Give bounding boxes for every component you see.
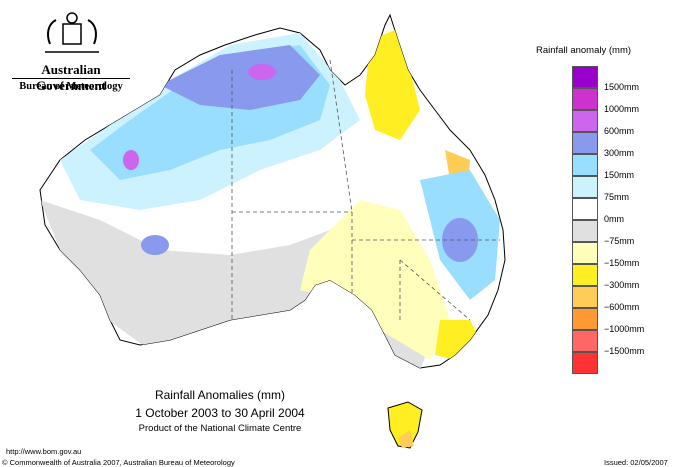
legend-swatch bbox=[572, 308, 598, 330]
legend-swatch bbox=[572, 198, 598, 220]
legend-item: 150mm bbox=[572, 154, 634, 180]
footer-copyright: © Commonwealth of Australia 2007, Austra… bbox=[2, 458, 235, 467]
legend-item: 600mm bbox=[572, 110, 634, 136]
legend-item: 1500mm bbox=[572, 66, 639, 92]
legend-label: 1000mm bbox=[604, 104, 640, 114]
region-above-300-west bbox=[141, 235, 169, 255]
legend-label: 0mm bbox=[604, 214, 624, 224]
map-title: Rainfall Anomalies (mm) bbox=[154, 388, 286, 402]
legend-item: −300mm bbox=[572, 264, 639, 290]
legend-item: 300mm bbox=[572, 132, 634, 158]
logo-divider bbox=[12, 78, 130, 79]
org-subtitle: Bureau of Meteorology bbox=[19, 81, 123, 92]
legend-label: −600mm bbox=[604, 302, 640, 312]
region-above-300-north bbox=[160, 45, 320, 110]
legend-label: 1500mm bbox=[604, 82, 640, 92]
legend-item: 75mm bbox=[572, 176, 629, 202]
legend-label: −1000mm bbox=[604, 324, 645, 334]
footer-url[interactable]: http://www.bom.gov.au bbox=[6, 447, 82, 456]
legend-label: 300mm bbox=[604, 148, 635, 158]
coat-of-arms-icon bbox=[45, 12, 99, 53]
legend-item: 1000mm bbox=[572, 88, 639, 114]
legend-label: −75mm bbox=[604, 236, 635, 246]
legend-label: 75mm bbox=[604, 192, 630, 202]
tasmania bbox=[387, 401, 423, 449]
region-above-600-b bbox=[123, 150, 139, 170]
legend-label: 150mm bbox=[604, 170, 635, 180]
legend-item: −75mm bbox=[572, 220, 634, 246]
legend-label: 600mm bbox=[604, 126, 635, 136]
legend-swatch bbox=[572, 242, 598, 264]
legend-swatch bbox=[572, 330, 598, 352]
legend-item bbox=[572, 352, 598, 374]
region-below-150 bbox=[300, 200, 450, 360]
legend-label: −1500mm bbox=[604, 346, 645, 356]
legend-swatch bbox=[572, 176, 598, 198]
footer-issued: Issued: 02/05/2007 bbox=[604, 458, 668, 467]
legend-swatch bbox=[572, 286, 598, 308]
legend-swatch bbox=[572, 66, 598, 88]
legend-item: −150mm bbox=[572, 242, 639, 268]
legend-swatch bbox=[572, 88, 598, 110]
legend-label: −150mm bbox=[604, 258, 640, 268]
legend-item: −1500mm bbox=[572, 330, 644, 356]
legend-swatch bbox=[572, 154, 598, 176]
map-date-range: 1 October 2003 to 30 April 2004 bbox=[135, 406, 305, 420]
legend-swatch bbox=[572, 352, 598, 374]
legend-swatch bbox=[572, 132, 598, 154]
legend-item: −600mm bbox=[572, 286, 639, 312]
legend-item: −1000mm bbox=[572, 308, 644, 334]
map-credit: Product of the National Climate Centre bbox=[138, 423, 302, 434]
state-borders bbox=[231, 59, 500, 321]
legend-label: −300mm bbox=[604, 280, 640, 290]
region-above-600-a bbox=[248, 64, 276, 80]
region-below-150-east bbox=[365, 30, 420, 140]
legend-swatch bbox=[572, 264, 598, 286]
region-below-150-southeast bbox=[435, 320, 480, 360]
legend-title: Rainfall anomaly (mm) bbox=[536, 45, 632, 56]
org-title: Australian Government bbox=[35, 62, 107, 93]
legend-swatch bbox=[572, 220, 598, 242]
legend-swatch bbox=[572, 110, 598, 132]
legend-item: 0mm bbox=[572, 198, 624, 224]
